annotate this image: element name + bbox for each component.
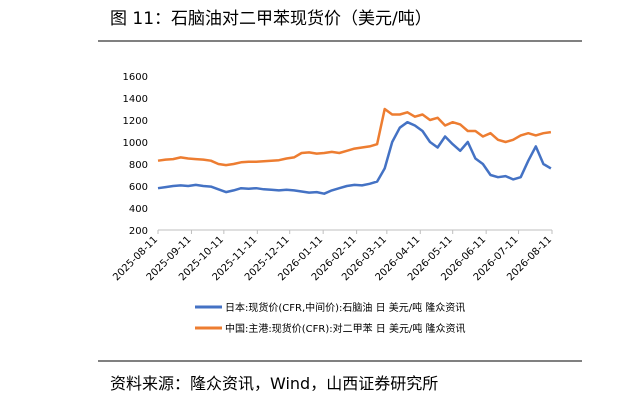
y-tick-label: 1200 xyxy=(123,116,148,127)
y-tick-label: 1400 xyxy=(123,94,148,105)
series-line xyxy=(157,120,552,195)
y-tick-label: 200 xyxy=(129,226,148,237)
legend-label: 中国:主港:现货价(CFR):对二甲苯 日 美元/吨 隆众资讯 xyxy=(225,322,466,335)
y-tick-label: 1600 xyxy=(123,72,148,83)
y-tick-label: 1000 xyxy=(123,138,148,149)
chart-title: 图 11：石脑油对二甲苯现货价（美元/吨） xyxy=(110,9,432,29)
y-tick-label: 400 xyxy=(129,204,148,215)
y-tick-label: 600 xyxy=(129,182,148,193)
y-tick-label: 800 xyxy=(129,160,148,171)
legend-label: 日本:现货价(CFR,中间价):石脑油 日 美元/吨 隆众资讯 xyxy=(225,301,465,314)
series-line xyxy=(157,107,552,167)
source-note: 资料来源：隆众资讯，Wind，山西证券研究所 xyxy=(110,374,438,393)
